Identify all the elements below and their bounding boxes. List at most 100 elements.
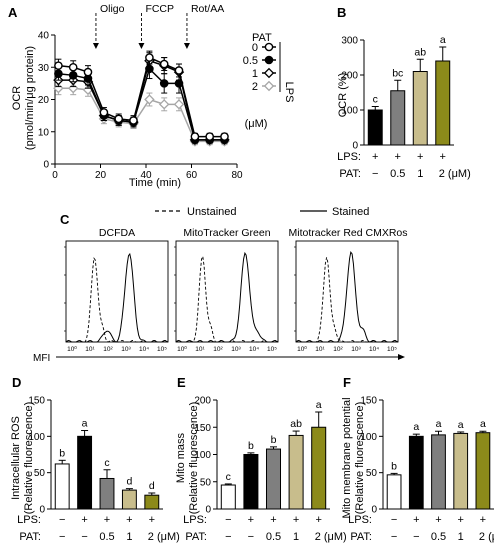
data-point-pat-2 <box>173 99 185 110</box>
bar <box>220 484 236 510</box>
pat-value: − <box>59 531 65 543</box>
lps-value: + <box>440 151 446 163</box>
significance-letter: bc <box>392 67 403 79</box>
histogram-title-mitotracker-red: Mitotracker Red CMXRos <box>288 227 407 239</box>
bar <box>453 432 469 510</box>
pat-value: − <box>413 531 419 543</box>
panel-c-xlabel: MFI <box>33 353 50 364</box>
pat-value: 0.5 <box>390 168 405 180</box>
panel-a-ylabel-2: (pmol/min/μg protein) <box>24 46 36 150</box>
data-point-pat-0 <box>99 108 109 117</box>
pat-value: − <box>372 168 378 180</box>
bar <box>99 477 115 510</box>
bar <box>288 434 304 510</box>
histogram-x-tick-label: 10⁵ <box>157 346 167 353</box>
bar-y-tick-label: 50 <box>200 477 212 488</box>
bar-y-tick-label: 100 <box>194 450 211 461</box>
pat-value: 1 <box>458 531 464 543</box>
bar <box>435 60 451 146</box>
significance-letter: d <box>149 480 155 492</box>
pat-value: 0.5 <box>266 531 281 543</box>
significance-letter: ab <box>290 418 302 430</box>
injection-arrow-head <box>92 43 99 49</box>
bar-panel: 0 50 100 150 b − − a + − c +0.5 d +1 d +2 (μM) <box>28 396 180 544</box>
injection-label: Rot/AA <box>191 3 224 15</box>
panel-a-x-tick-label: 60 <box>186 170 198 181</box>
data-point-pat-0 <box>129 116 138 125</box>
legend-marker-pat-0.5 <box>264 55 274 65</box>
bar-y-tick-label: 150 <box>360 396 377 407</box>
legend-stained-label: Stained <box>332 206 369 218</box>
data-point-pat-0 <box>205 132 214 141</box>
lps-value: + <box>435 514 441 526</box>
bar-y-tick-label: 100 <box>360 432 377 443</box>
significance-letter: c <box>373 94 378 106</box>
panel-a-legend-side-label: LPS <box>283 82 295 103</box>
lps-value: + <box>480 514 486 526</box>
panel-a-x-tick-label: 80 <box>231 170 243 181</box>
bar-panel: 0 50 100 150 200 c − − b + − b +0.5 ab +1 a +2 (μM) <box>194 396 346 544</box>
histogram-stained <box>295 250 399 343</box>
panel-e-row-label-pat: PAT: <box>185 531 207 543</box>
histogram-x-tick-label: 10³ <box>351 346 361 353</box>
histogram-x-tick-label: 10³ <box>231 346 241 353</box>
lps-value: + <box>149 514 155 526</box>
pat-value: 2 (μM) <box>148 531 180 543</box>
panel-a-y-tick-label: 30 <box>38 63 50 74</box>
panel-a-legend-unit: (μM) <box>245 118 268 130</box>
panel-b-row-label-lps: LPS: <box>337 151 361 163</box>
bar-y-tick-label: 200 <box>341 71 358 82</box>
bar <box>367 109 383 146</box>
panel-letter-c: C <box>60 212 70 227</box>
data-point-pat-0 <box>114 114 123 124</box>
panel-f-row-label-pat: PAT: <box>350 531 372 543</box>
pat-value: 2 (μM) <box>439 168 471 180</box>
panel-d-ylabel-1: Intracellular ROS <box>10 416 22 500</box>
panel-a-ylabel-1: OCR <box>11 86 23 111</box>
injection-label: FCCP <box>145 3 174 15</box>
pat-value: − <box>391 531 397 543</box>
pat-value: 1 <box>126 531 132 543</box>
panel-f-ylabel-2: (Relative fluorescence) <box>354 402 366 515</box>
lps-value: + <box>315 514 321 526</box>
bar <box>265 448 282 510</box>
panel-d-ylabel-2: (Relative fluorescence) <box>23 402 35 515</box>
pat-value: 0.5 <box>431 531 446 543</box>
pat-value: 2 (μM) <box>479 531 494 543</box>
histogram-x-tick-label: 10¹ <box>85 346 95 353</box>
panel-a-y-tick-label: 20 <box>38 95 50 106</box>
histogram-stained <box>65 252 169 343</box>
pat-value: − <box>248 531 254 543</box>
panel-a-xlabel: Time (min) <box>129 177 181 189</box>
histogram-x-tick-label: 10¹ <box>315 346 325 353</box>
legend-marker-pat-1 <box>263 67 275 79</box>
lps-value: + <box>104 514 110 526</box>
panel-letter-b: B <box>337 5 346 20</box>
mfi-arrow-head <box>398 354 405 360</box>
panel-a-y-tick-label: 0 <box>43 160 49 171</box>
legend-unstained-label: Unstained <box>187 206 237 218</box>
data-point-pat-0 <box>190 132 200 141</box>
bar-y-tick-label: 0 <box>39 505 45 516</box>
significance-letter: a <box>480 418 486 430</box>
lps-value: + <box>81 514 87 526</box>
lps-value: + <box>270 514 276 526</box>
injection-arrow-head <box>183 43 190 49</box>
panel-letter-e: E <box>177 375 186 390</box>
panel-d-row-label-pat: PAT: <box>19 531 41 543</box>
lps-value: + <box>248 514 254 526</box>
lps-value: + <box>457 514 463 526</box>
panel-letter-d: D <box>12 375 21 390</box>
significance-letter: a <box>82 418 88 430</box>
bar <box>243 454 259 510</box>
legend-marker-pat-0 <box>264 42 274 52</box>
significance-letter: b <box>59 447 65 459</box>
histogram-x-tick-label: 10⁴ <box>139 346 149 353</box>
pat-value: 1 <box>293 531 299 543</box>
bar-y-tick-label: 150 <box>194 423 211 434</box>
bar <box>54 463 70 510</box>
histogram-x-tick-label: 10² <box>333 346 343 353</box>
histogram-frame <box>175 240 279 343</box>
significance-letter: b <box>248 440 254 452</box>
lps-value: + <box>413 514 419 526</box>
